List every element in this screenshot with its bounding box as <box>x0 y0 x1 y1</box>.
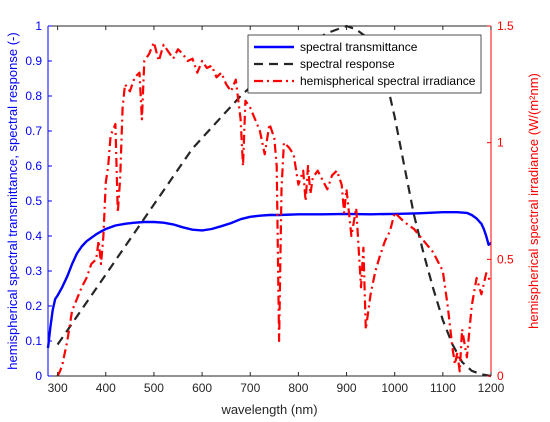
y-right-tick-label: 1.5 <box>497 19 514 33</box>
x-tick-label: 1100 <box>430 381 456 395</box>
y-left-tick-label: 0.3 <box>25 264 42 278</box>
x-tick-labels: 300 400 500 600 700 800 900 1000 1100 1200 <box>48 381 505 395</box>
legend-label-hemispherical-spectral-irradiance: hemispherical spectral irradiance <box>300 74 476 88</box>
x-tick-label: 1000 <box>381 381 408 395</box>
y-left-tick-label: 0 <box>35 369 42 383</box>
x-tick-label: 500 <box>144 381 164 395</box>
y-right-tick-label: 0 <box>497 369 504 383</box>
series-hemispherical-spectral-irradiance <box>56 41 492 377</box>
y-left-tick-label: 0.9 <box>25 54 42 68</box>
x-tick-label: 1200 <box>478 381 505 395</box>
y-right-tick-label: 0.5 <box>497 252 514 266</box>
y-right-axis-title: hemispherical spectral irradiance (W/(m²… <box>526 73 541 329</box>
legend-label-spectral-response: spectral response <box>300 57 395 71</box>
x-axis-title: wavelength (nm) <box>220 402 317 417</box>
x-tick-label: 900 <box>337 381 357 395</box>
y-left-tick-label: 0.8 <box>25 89 42 103</box>
y-left-tick-label: 0.6 <box>25 159 42 173</box>
y-left-tick-label: 0.5 <box>25 194 42 208</box>
axes-layer <box>47 25 492 377</box>
legend-label-spectral-transmittance: spectral transmittance <box>300 40 418 54</box>
y-left-tick-label: 1 <box>35 19 42 33</box>
x-tick-label: 800 <box>288 381 308 395</box>
y-left-axis-title: hemispherical spectral transmittance, sp… <box>5 32 20 369</box>
y-right-tick-labels: 0 0.5 1 1.5 <box>497 19 514 383</box>
y-left-tick-label: 0.4 <box>25 229 42 243</box>
y-left-tick-label: 0.1 <box>25 334 42 348</box>
x-tick-label: 700 <box>240 381 260 395</box>
x-tick-label: 300 <box>48 381 68 395</box>
x-tick-label: 600 <box>192 381 212 395</box>
y-left-tick-labels: 0 0.1 0.2 0.3 0.4 0.5 0.6 0.7 0.8 0.9 1 <box>25 19 42 383</box>
series-spectral-transmittance <box>46 210 492 349</box>
x-tick-label: 400 <box>96 381 116 395</box>
y-left-tick-label: 0.2 <box>25 299 42 313</box>
y-left-tick-label: 0.7 <box>25 124 42 138</box>
y-right-tick-label: 1 <box>497 136 504 150</box>
legend: spectral transmittance spectral response… <box>247 34 482 94</box>
